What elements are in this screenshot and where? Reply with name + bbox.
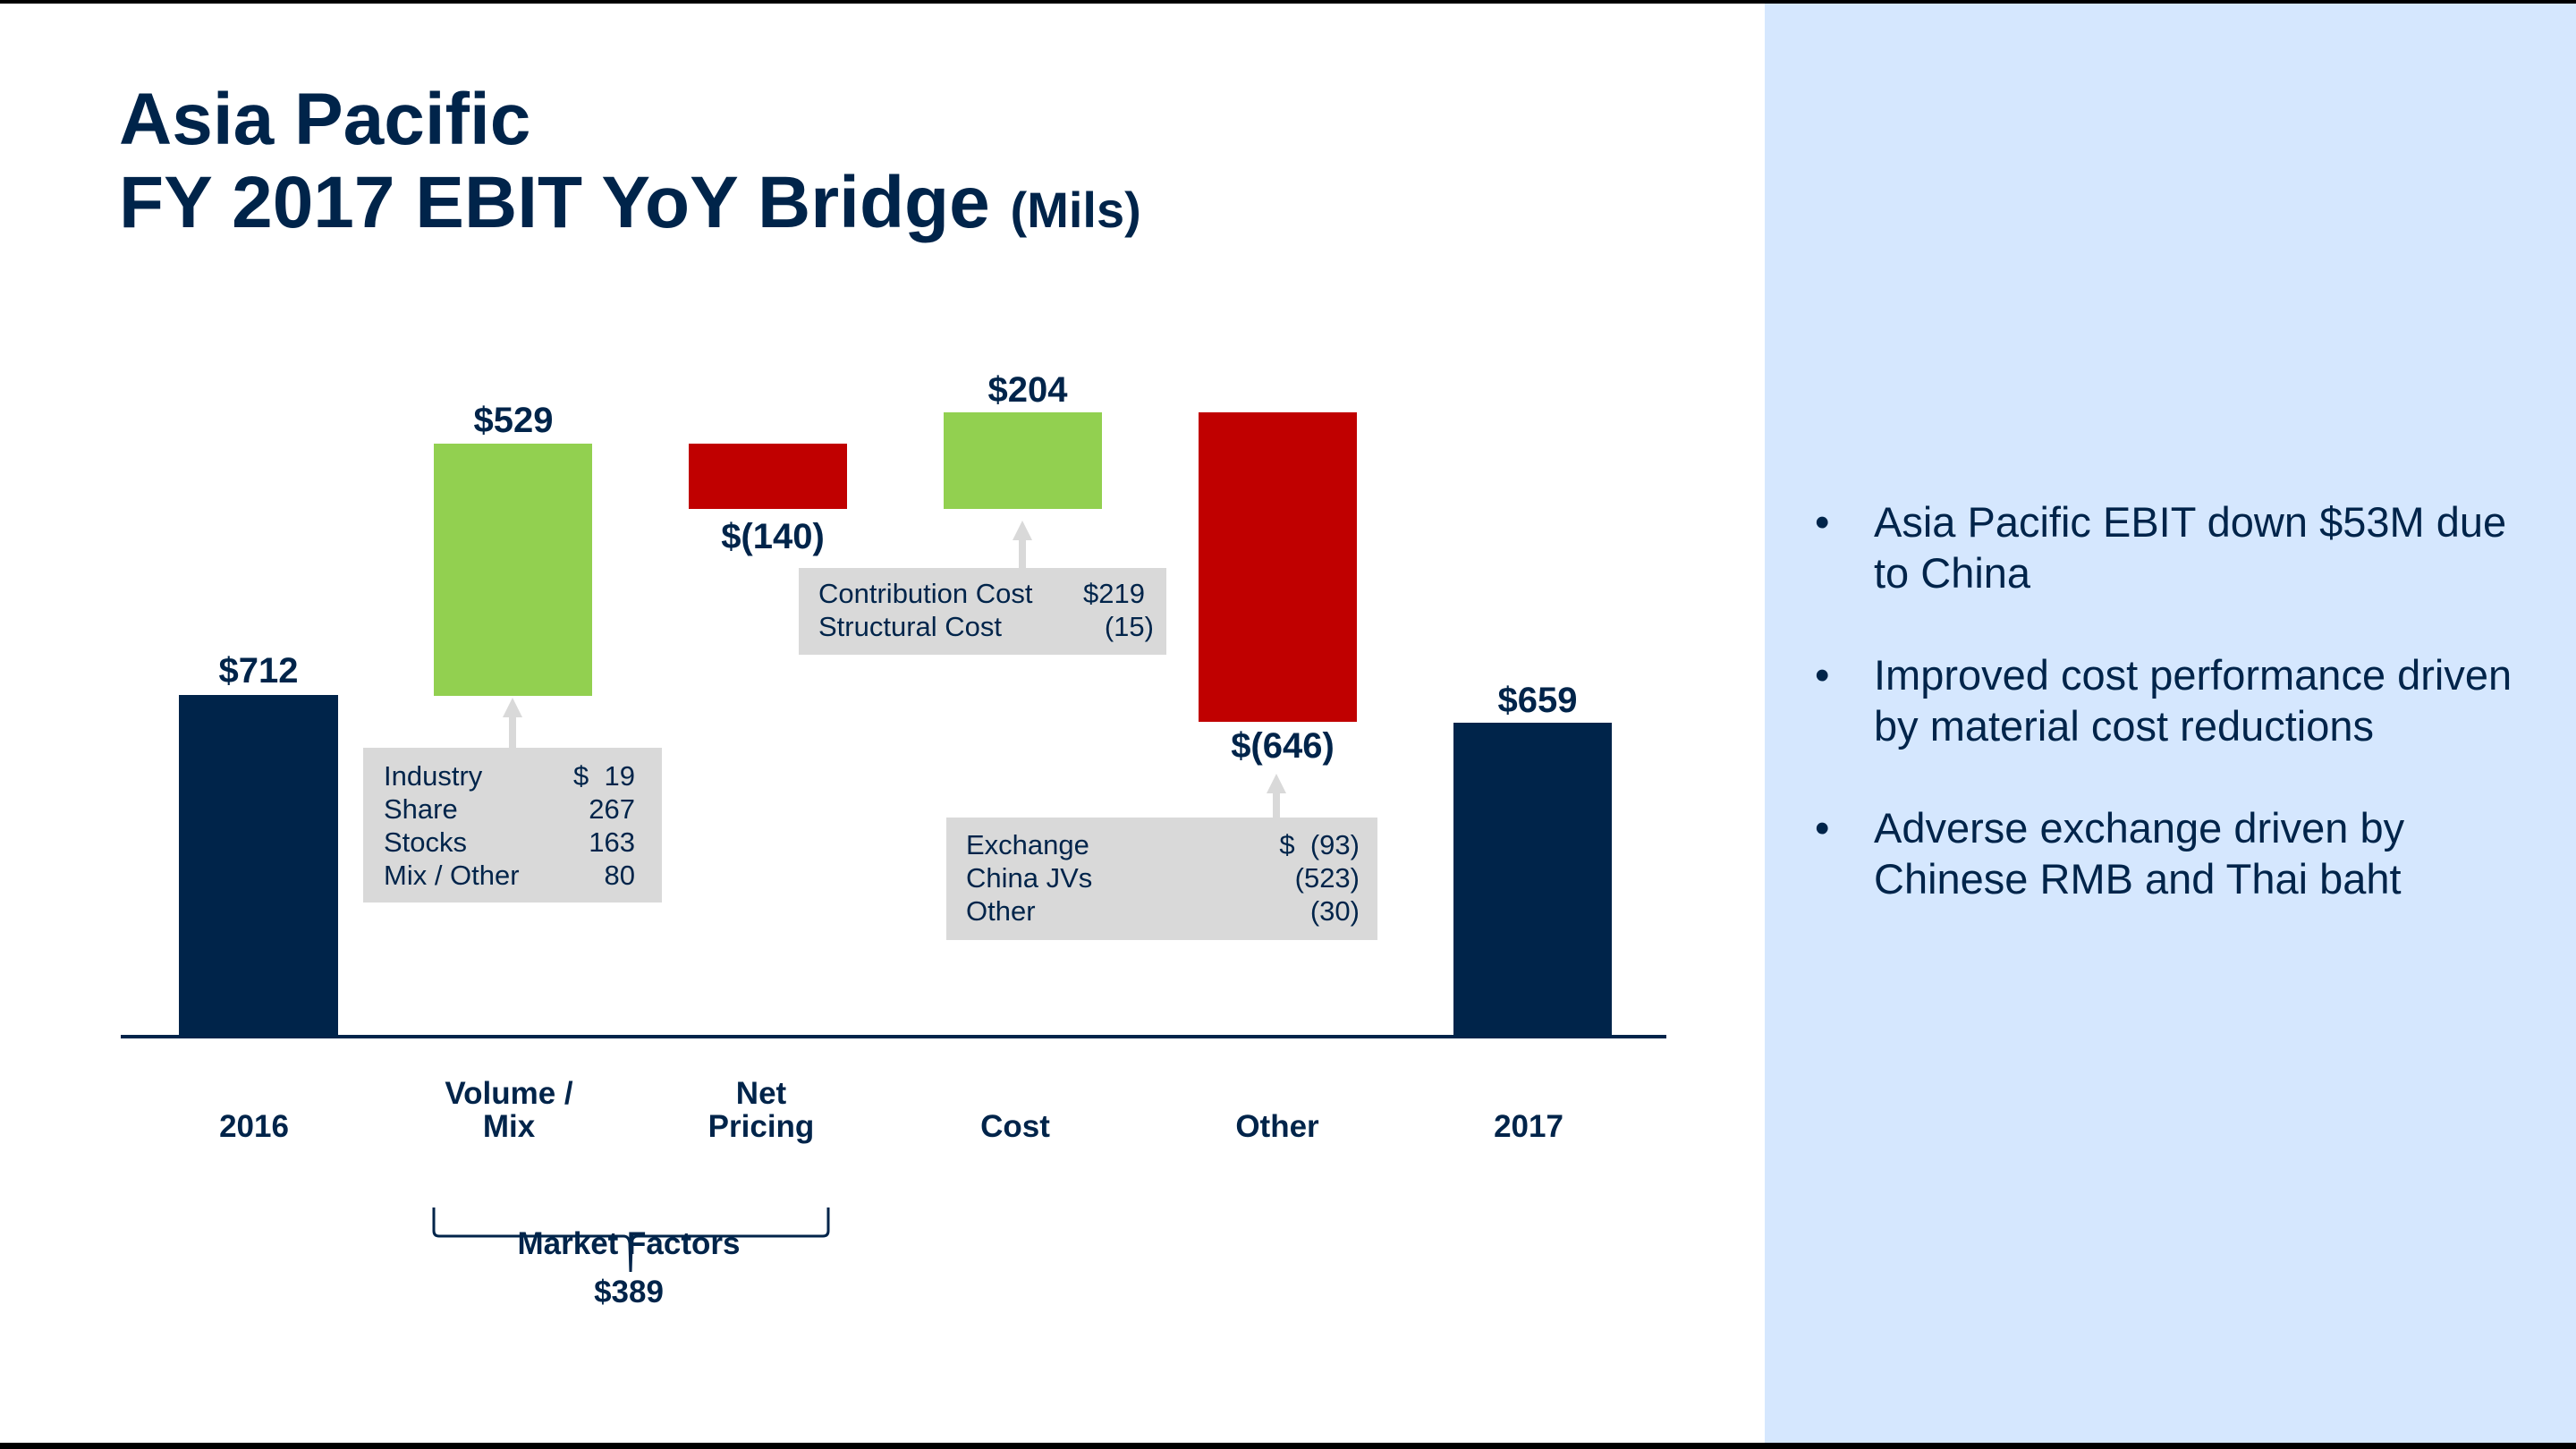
bottom-border: [0, 1443, 2576, 1449]
title-region: Asia Pacific: [119, 79, 531, 160]
breakdown-name: Industry: [384, 760, 483, 792]
breakdown-row: China JVs (523): [966, 861, 1360, 894]
breakdown-value: 163: [589, 826, 635, 858]
breakdown-row: Structural Cost (15): [818, 610, 1154, 643]
page-title: Asia Pacific FY 2017 EBIT YoY Bridge (Mi…: [119, 79, 1141, 244]
bar-label-2017: $659: [1497, 681, 1578, 720]
bar-net-pricing: [689, 444, 847, 509]
breakdown-name: Contribution Cost: [818, 578, 1033, 609]
bar-label-net-pricing: $(140): [721, 517, 825, 556]
bullet-text: Improved cost performance driven by mate…: [1874, 651, 2512, 750]
bar-label-other: $(646): [1231, 726, 1335, 766]
bar-2016: [179, 695, 338, 1037]
title-main: FY 2017 EBIT YoY Bridge: [119, 161, 990, 243]
breakdown-row: Contribution Cost $219: [818, 577, 1154, 610]
breakdown-value: $219: [1083, 578, 1145, 609]
market-factors-value: $389: [594, 1275, 664, 1309]
breakdown-name: Share: [384, 793, 458, 825]
category-cost: Cost: [980, 1109, 1050, 1144]
breakdown-value: $ 19: [573, 760, 635, 792]
cost-breakdown: Contribution Cost $219 Structural Cost (15…: [799, 568, 1166, 655]
breakdown-row: Industry $ 19: [384, 759, 635, 792]
commentary-bullets: • Asia Pacific EBIT down $53M due to Chin…: [1811, 496, 2545, 955]
bullet-item: • Improved cost performance driven by mat…: [1811, 649, 2545, 751]
other-breakdown: Exchange $ (93) China JVs (523) Other (30): [946, 818, 1377, 940]
breakdown-name: Exchange: [966, 829, 1089, 860]
category-volume-mix: Volume / Mix: [393, 1077, 625, 1143]
category-net-pricing: Net Pricing: [645, 1077, 877, 1143]
bar-label-2016: $712: [218, 651, 299, 691]
category-other: Other: [1235, 1109, 1319, 1144]
breakdown-row: Mix / Other 80: [384, 859, 635, 892]
category-line: Pricing: [708, 1109, 815, 1144]
breakdown-row: Share 267: [384, 792, 635, 826]
bar-2017: [1453, 723, 1612, 1037]
bullet-item: • Asia Pacific EBIT down $53M due to Chin…: [1811, 496, 2545, 598]
bar-volume-mix: [434, 444, 592, 696]
breakdown-row: Other (30): [966, 894, 1360, 928]
bullet-text: Asia Pacific EBIT down $53M due to China: [1874, 498, 2507, 597]
top-border: [0, 0, 2576, 4]
breakdown-name: Other: [966, 895, 1036, 927]
up-arrow-icon: [1009, 521, 1036, 568]
breakdown-value: 267: [589, 793, 635, 825]
title-units: (Mils): [1010, 181, 1141, 238]
bar-label-cost: $204: [987, 370, 1068, 410]
breakdown-value: (523): [1294, 862, 1360, 894]
breakdown-name: Mix / Other: [384, 860, 520, 891]
bar-cost: [944, 412, 1102, 509]
breakdown-value: 80: [604, 860, 635, 891]
x-axis-line: [121, 1035, 1666, 1038]
bullet-text: Adverse exchange driven by Chinese RMB a…: [1874, 804, 2405, 902]
category-line: Volume /: [445, 1076, 573, 1111]
title-subtitle: FY 2017 EBIT YoY Bridge (Mils): [119, 162, 1141, 245]
bar-other: [1199, 412, 1357, 722]
commentary-panel: [1765, 4, 2576, 1443]
breakdown-name: Structural Cost: [818, 611, 1003, 642]
breakdown-row: Exchange $ (93): [966, 828, 1360, 861]
bullet-item: • Adverse exchange driven by Chinese RMB …: [1811, 802, 2545, 904]
category-line: Mix: [482, 1109, 536, 1144]
category-2017: 2017: [1494, 1109, 1563, 1144]
breakdown-value: (30): [1309, 895, 1360, 927]
category-2016: 2016: [219, 1109, 289, 1144]
bar-label-volume-mix: $529: [473, 401, 554, 440]
breakdown-row: Stocks 163: [384, 826, 635, 859]
volume-mix-breakdown: Industry $ 19 Share 267 Stocks 163 Mix / Ot…: [363, 748, 662, 902]
breakdown-value: $ (93): [1279, 829, 1360, 860]
up-arrow-icon: [499, 698, 526, 748]
category-line: Net: [735, 1076, 787, 1111]
up-arrow-icon: [1263, 774, 1290, 818]
breakdown-value: (15): [1104, 611, 1154, 642]
breakdown-name: Stocks: [384, 826, 468, 858]
bullet-icon: •: [1815, 804, 1830, 852]
curly-brace-icon: [432, 1208, 830, 1272]
breakdown-name: China JVs: [966, 862, 1093, 894]
bullet-icon: •: [1815, 651, 1830, 699]
market-factors-label: Market Factors: [517, 1226, 741, 1261]
bullet-icon: •: [1815, 498, 1830, 546]
